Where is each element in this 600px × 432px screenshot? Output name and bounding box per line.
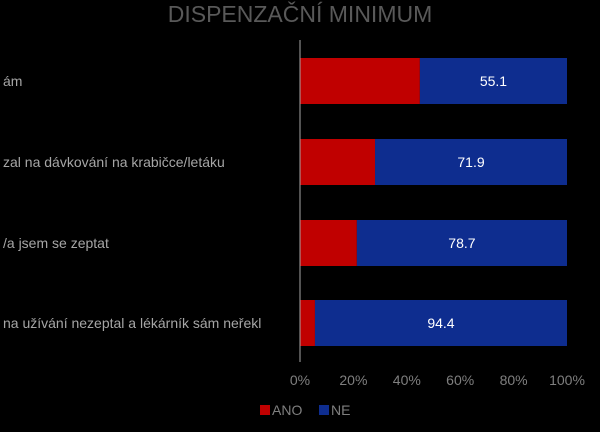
- chart-title: DISPENZAČNÍ MINIMUM: [168, 0, 433, 27]
- x-tick-label-5: 100%: [549, 372, 585, 388]
- legend-label-ne: NE: [331, 402, 350, 418]
- legend-label-ano: ANO: [272, 402, 302, 418]
- bar-ne-0: [419, 58, 567, 104]
- bar-ano-2: [300, 220, 357, 266]
- x-tick-label-1: 20%: [339, 372, 367, 388]
- bar-ano-1: [300, 139, 376, 185]
- legend-swatch-ano: [260, 405, 270, 415]
- legend-swatch-ne: [319, 405, 329, 415]
- data-label-ne-2: 78.7: [448, 235, 475, 251]
- x-tick-label-0: 0%: [290, 372, 310, 388]
- bar-ano-3: [300, 300, 315, 346]
- x-tick-label-4: 80%: [500, 372, 528, 388]
- data-label-ne-1: 71.9: [457, 154, 484, 170]
- bar-ne-3: [314, 300, 567, 346]
- category-label-0: ám: [3, 73, 22, 89]
- bar-ne-2: [356, 220, 567, 266]
- category-label-3: na užívání nezeptal a lékárník sám neřek…: [3, 315, 261, 331]
- bar-ne-1: [375, 139, 567, 185]
- data-label-ne-0: 55.1: [480, 73, 507, 89]
- category-label-1: zal na dávkování na krabičce/letáku: [3, 154, 225, 170]
- x-tick-label-3: 60%: [446, 372, 474, 388]
- data-label-ne-3: 94.4: [427, 315, 454, 331]
- category-label-2: /a jsem se zeptat: [3, 235, 109, 251]
- bar-ano-0: [300, 58, 420, 104]
- x-tick-label-2: 40%: [393, 372, 421, 388]
